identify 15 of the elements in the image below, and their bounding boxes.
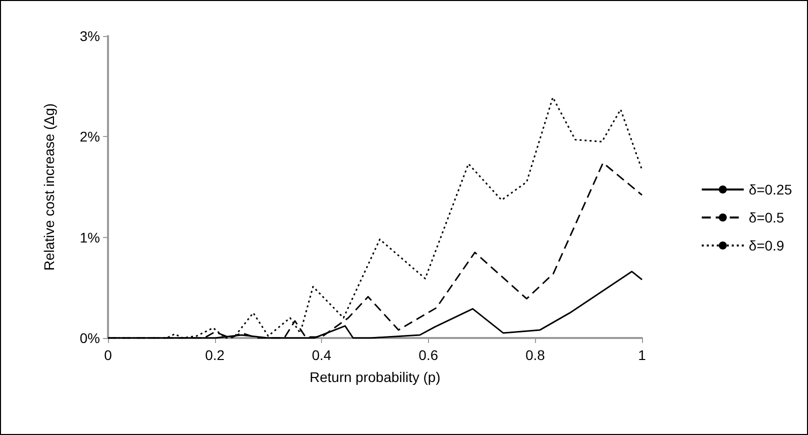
y-tick-label: 0% — [80, 330, 100, 346]
legend-label: δ=0.25 — [748, 182, 792, 198]
x-tick-label: 0 — [104, 347, 112, 363]
y-tick-label: 3% — [80, 28, 100, 44]
x-tick-label: 1 — [638, 347, 646, 363]
y-tick-label: 2% — [80, 128, 100, 145]
x-tick-label: 0.2 — [205, 347, 225, 363]
legend-label: δ=0.9 — [748, 238, 784, 254]
x-tick-label: 0.8 — [525, 347, 546, 363]
y-axis-title: Relative cost increase (Δg) — [41, 103, 57, 271]
legend-label: δ=0.5 — [748, 210, 784, 226]
x-tick-label: 0.6 — [418, 347, 438, 363]
x-tick-label: 0.4 — [312, 347, 332, 363]
x-axis-title: Return probability (p) — [310, 369, 440, 385]
y-tick-label: 1% — [80, 229, 100, 246]
